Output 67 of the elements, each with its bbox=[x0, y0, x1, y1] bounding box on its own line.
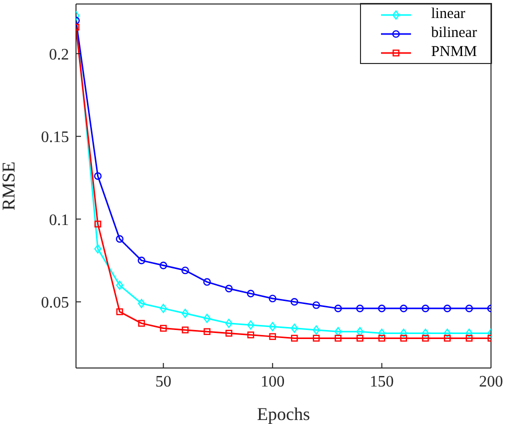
point bbox=[334, 327, 342, 336]
point bbox=[312, 301, 320, 309]
point bbox=[269, 333, 276, 340]
y-axis-title: RMSE bbox=[0, 161, 18, 211]
point bbox=[116, 280, 124, 290]
point bbox=[291, 334, 298, 342]
point bbox=[225, 330, 232, 337]
point bbox=[444, 334, 451, 342]
point bbox=[94, 244, 102, 254]
point bbox=[160, 262, 168, 270]
point bbox=[246, 290, 255, 298]
point bbox=[465, 304, 473, 312]
x-tick-label: 50 bbox=[155, 373, 172, 390]
point bbox=[290, 324, 298, 333]
y-tick-label: 0.05 bbox=[41, 294, 69, 312]
point bbox=[138, 298, 146, 308]
point bbox=[334, 304, 342, 312]
point bbox=[160, 304, 167, 314]
point bbox=[94, 172, 102, 180]
point bbox=[182, 326, 189, 334]
legend-label: linear bbox=[431, 6, 466, 23]
point bbox=[334, 334, 342, 342]
point bbox=[225, 318, 232, 328]
x-tick-label: 200 bbox=[479, 373, 503, 390]
y-tick-label: 0.15 bbox=[41, 129, 69, 146]
point bbox=[466, 334, 473, 342]
point bbox=[378, 304, 386, 312]
point bbox=[181, 266, 190, 274]
point bbox=[247, 320, 254, 330]
point bbox=[312, 334, 320, 342]
point bbox=[466, 328, 473, 338]
point bbox=[268, 322, 276, 332]
point bbox=[182, 308, 189, 318]
point bbox=[116, 235, 124, 243]
x-axis-title: Epochs bbox=[257, 404, 310, 424]
point bbox=[422, 334, 429, 342]
point bbox=[116, 308, 124, 316]
point bbox=[444, 328, 451, 338]
point bbox=[378, 328, 386, 338]
point bbox=[400, 334, 408, 342]
point bbox=[268, 294, 276, 302]
point bbox=[203, 278, 211, 286]
y-tick-label: 0.2 bbox=[49, 46, 69, 64]
point bbox=[422, 328, 430, 338]
point bbox=[312, 325, 320, 335]
point bbox=[290, 298, 298, 306]
point bbox=[225, 284, 233, 292]
point bbox=[378, 334, 386, 342]
point bbox=[203, 314, 211, 323]
point bbox=[400, 328, 408, 338]
legend-label: PNMM bbox=[431, 44, 477, 61]
point bbox=[138, 320, 145, 327]
point bbox=[204, 328, 210, 335]
point bbox=[356, 334, 364, 342]
point bbox=[356, 304, 364, 312]
x-tick-label: 150 bbox=[370, 373, 394, 390]
point bbox=[444, 304, 452, 312]
x-tick-label: 100 bbox=[260, 373, 285, 390]
point bbox=[138, 256, 146, 264]
y-tick-label: 0.1 bbox=[49, 212, 69, 229]
point bbox=[160, 324, 167, 332]
point bbox=[356, 327, 364, 336]
legend-label: bilinear bbox=[431, 25, 477, 42]
point bbox=[400, 304, 408, 312]
point bbox=[94, 220, 102, 228]
point bbox=[422, 304, 430, 312]
point bbox=[247, 332, 254, 338]
